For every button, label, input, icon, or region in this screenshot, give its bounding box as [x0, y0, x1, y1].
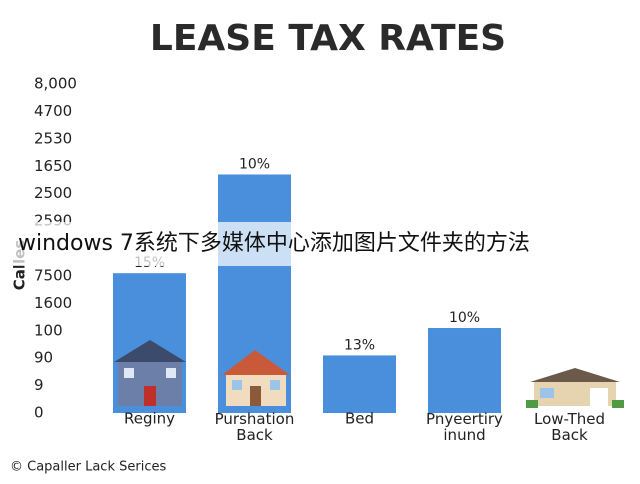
- bar-label: 10%: [239, 156, 270, 172]
- bar: [428, 328, 501, 413]
- bar: [323, 355, 396, 413]
- y-tick-label: 2500: [34, 184, 72, 202]
- footer: © Capaller Lack Serices: [10, 460, 166, 475]
- y-tick-label: 8,000: [34, 75, 77, 93]
- y-tick-label: 2530: [34, 129, 72, 147]
- y-tick-label: 1600: [34, 294, 72, 312]
- house-icon: [114, 340, 186, 406]
- x-tick-label: Reginy: [124, 410, 175, 428]
- bar-label: 10%: [449, 310, 480, 326]
- y-tick-label: 9: [34, 376, 44, 394]
- y-tick-label: 4700: [34, 102, 72, 120]
- house-icon: [526, 368, 624, 408]
- y-tick-label: 1650: [34, 157, 72, 175]
- bar-label: 13%: [344, 337, 375, 353]
- y-tick-label: 90: [34, 349, 53, 367]
- x-tick-label: Bed: [345, 410, 374, 428]
- overlay-banner: windows 7系统下多媒体中心添加图片文件夹的方法: [0, 222, 640, 266]
- chart-title: LEASE TAX RATES: [150, 18, 506, 59]
- y-tick-label: 7500: [34, 266, 72, 284]
- x-tick-label: Purshation Back: [215, 410, 295, 444]
- x-tick-label: Pnyeertiry inund: [426, 410, 503, 444]
- overlay-caption: windows 7系统下多媒体中心添加图片文件夹的方法: [18, 231, 530, 256]
- house-icon: [222, 350, 290, 406]
- y-tick-label: 0: [34, 404, 44, 422]
- x-tick-label: Low-Thed Back: [534, 410, 605, 444]
- y-tick-label: 100: [34, 321, 63, 339]
- house-illustrations: [114, 340, 624, 408]
